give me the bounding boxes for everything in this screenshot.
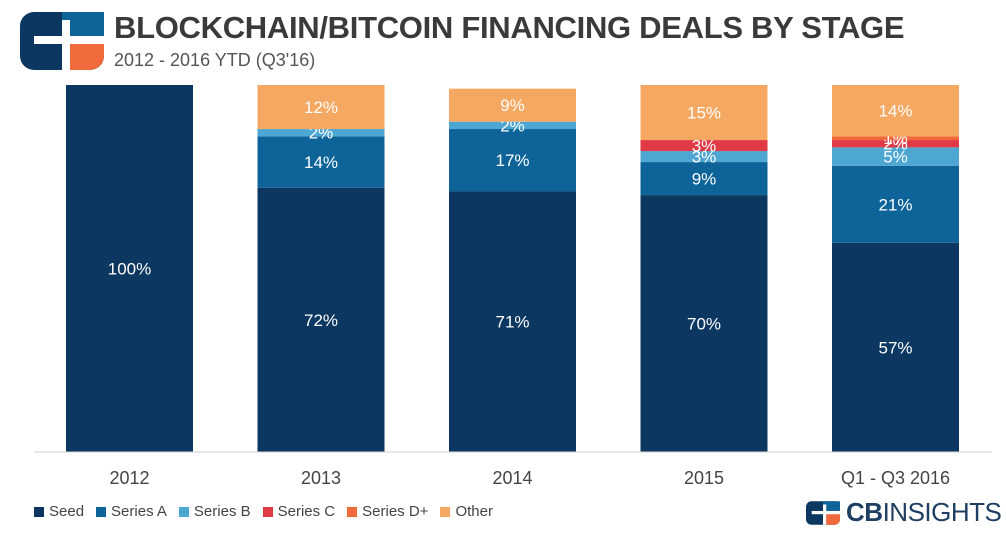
bar-q1-q3-2016-series-d	[832, 136, 959, 141]
legend-item-series-b: Series B	[178, 503, 251, 520]
bar-2015-series-c	[640, 140, 768, 152]
brand-mark: CBINSIGHTS	[806, 497, 1002, 528]
bar-2013-other	[257, 85, 385, 130]
x-tick-label-2013: 2013	[301, 468, 341, 488]
data-label-2012-seed: 100%	[108, 260, 151, 279]
legend-item-series-a: Series A	[96, 503, 167, 520]
bar-q1-q3-2016-other	[832, 85, 959, 137]
data-label-q1-q3-2016-seed: 57%	[878, 338, 912, 357]
bar-2015-series-a	[640, 162, 768, 196]
x-tick-label-q1-q3-2016: Q1 - Q3 2016	[841, 468, 950, 488]
bar-q1-q3-2016-series-b	[832, 147, 959, 166]
legend-item-seed: Seed	[34, 503, 84, 520]
data-label-2014-other: 9%	[500, 96, 525, 115]
x-axis-labels: 2012 2013 2014 2015 Q1 - Q3 2016	[109, 468, 950, 488]
bar-2013-seed	[257, 187, 385, 452]
legend-label-series-a: Series A	[111, 503, 167, 520]
data-label-2014-series-a: 17%	[495, 151, 529, 170]
data-label-q1-q3-2016-other: 14%	[878, 102, 912, 121]
legend-label-other: Other	[455, 503, 493, 520]
legend-swatch-series-d	[347, 506, 358, 517]
data-label-q1-q3-2016-series-b: 5%	[883, 148, 908, 167]
legend-item-series-d: Series D+	[347, 503, 428, 520]
x-tick-label-2012: 2012	[109, 468, 149, 488]
bar-2015-series-b	[640, 151, 768, 163]
legend-item-other: Other	[440, 503, 493, 520]
data-label-2013-seed: 72%	[304, 311, 338, 330]
bars-layer: 100%72%14%2%12%71%17%2%9%70%9%3%3%15%57%…	[66, 85, 959, 452]
bar-2014-series-b	[449, 121, 576, 130]
bar-2014-series-a	[449, 129, 576, 192]
brand-text-light: INSIGHTS	[882, 497, 1002, 527]
bar-q1-q3-2016-seed	[832, 242, 959, 452]
legend-swatch-series-a	[96, 506, 107, 517]
data-label-2013-series-a: 14%	[304, 153, 338, 172]
data-label-2014-seed: 71%	[495, 313, 529, 332]
data-label-2015-series-c: 3%	[692, 137, 717, 156]
legend-label-series-c: Series C	[277, 503, 336, 520]
bar-2015-seed	[640, 195, 768, 452]
brand-text: CBINSIGHTS	[846, 497, 1002, 528]
legend-swatch-series-b	[178, 506, 189, 517]
legend-swatch-other	[440, 506, 451, 517]
chart-title: BLOCKCHAIN/BITCOIN FINANCING DEALS BY ST…	[114, 10, 905, 45]
bar-2014-other	[449, 88, 576, 122]
bar-2012-seed	[66, 85, 193, 452]
bar-2013-series-b	[257, 129, 385, 137]
bar-2013-series-a	[257, 136, 385, 188]
data-label-2015-series-b: 3%	[692, 148, 717, 167]
brand-text-bold: CB	[846, 497, 883, 527]
x-tick-label-2015: 2015	[684, 468, 724, 488]
data-label-2015-other: 15%	[687, 104, 721, 123]
legend-label-seed: Seed	[49, 503, 85, 520]
legend-label-series-d: Series D+	[362, 503, 429, 520]
cb-insights-small-logo-icon	[806, 500, 840, 525]
data-label-2015-series-a: 9%	[692, 170, 717, 189]
data-label-q1-q3-2016-series-a: 21%	[878, 195, 912, 214]
legend-swatch-series-c	[262, 506, 273, 517]
data-label-2013-other: 12%	[304, 98, 338, 117]
legend-item-series-c: Series C	[262, 503, 336, 520]
bar-2015-other	[640, 85, 768, 141]
data-label-2015-seed: 70%	[687, 315, 721, 334]
cb-insights-logo-icon	[20, 12, 104, 70]
bar-q1-q3-2016-series-c	[832, 140, 959, 148]
x-tick-label-2014: 2014	[492, 468, 532, 488]
legend-label-series-b: Series B	[193, 503, 251, 520]
chart-subtitle: 2012 - 2016 YTD (Q3'16)	[114, 50, 316, 70]
bar-q1-q3-2016-series-a	[832, 165, 959, 243]
bar-2014-seed	[449, 191, 576, 452]
legend-swatch-seed	[34, 506, 44, 517]
legend: Seed Series A Series B Series C Series D+ Oth…	[34, 503, 505, 520]
